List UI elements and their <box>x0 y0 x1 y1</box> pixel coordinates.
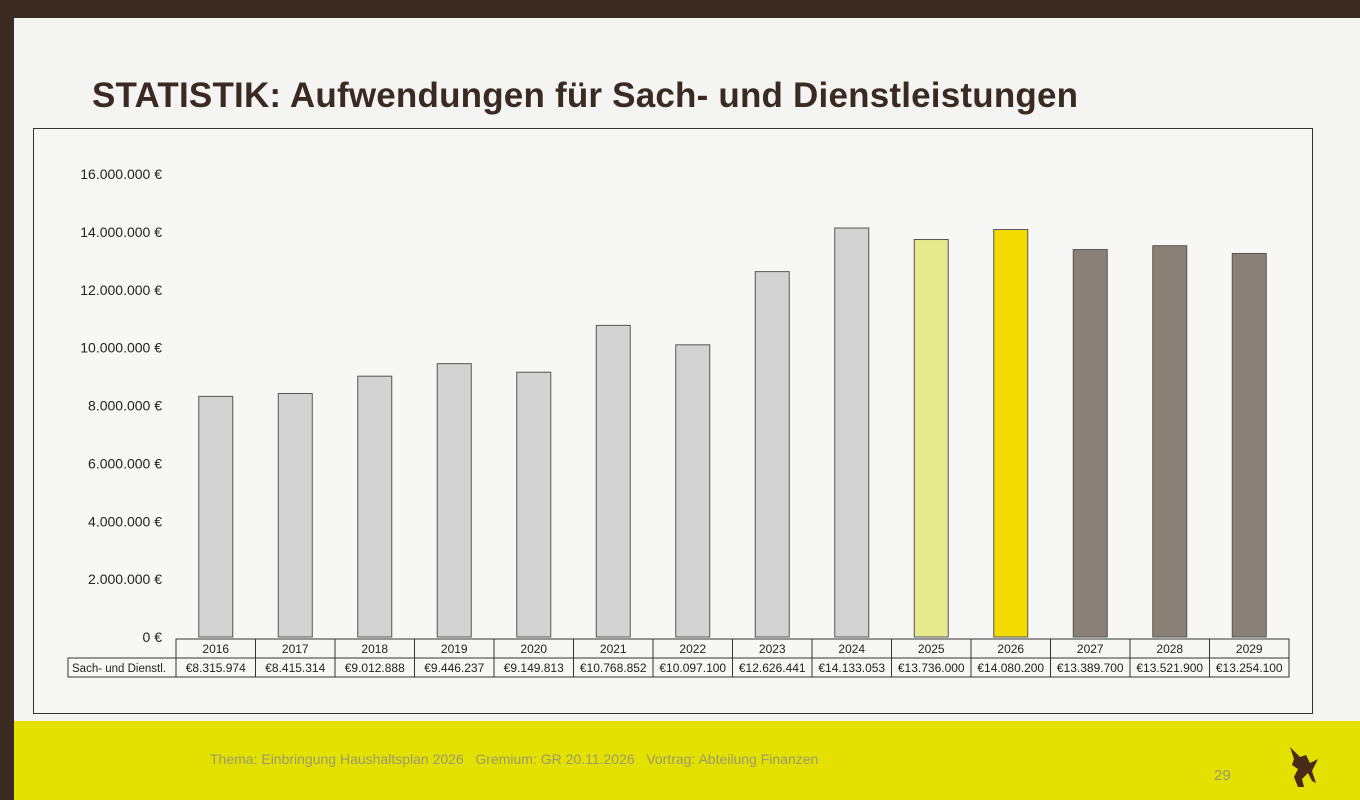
bar-chart: 0 € 2.000.000 € 4.000.000 € 6.000.000 € 8.00… <box>67 166 1290 678</box>
data-value-label: €14.133.053 <box>818 661 885 675</box>
chart-frame: 0 € 2.000.000 € 4.000.000 € 6.000.000 € 8.00… <box>33 128 1313 714</box>
category-label: 2023 <box>759 642 786 656</box>
y-tick-label: 12.000.000 € <box>80 282 162 298</box>
page-number: 29 <box>1214 767 1231 784</box>
data-value-label: €14.080.200 <box>977 661 1044 675</box>
data-value-label: €13.389.700 <box>1057 661 1124 675</box>
y-tick-label: 10.000.000 € <box>80 340 162 356</box>
category-label: 2025 <box>918 642 945 656</box>
data-value-label: €12.626.441 <box>739 661 806 675</box>
data-value-label: €10.097.100 <box>659 661 726 675</box>
footer-text: Thema: Einbringung Haushaltsplan 2026 Gr… <box>210 751 819 767</box>
bar-2023 <box>754 271 790 638</box>
data-value-label: €13.521.900 <box>1136 661 1203 675</box>
bar-2029 <box>1231 252 1267 638</box>
bar-2021 <box>595 324 631 638</box>
category-label: 2016 <box>202 642 229 656</box>
bar-2024 <box>834 227 870 638</box>
category-label: 2028 <box>1156 642 1183 656</box>
category-label: 2021 <box>600 642 627 656</box>
category-label: 2027 <box>1077 642 1104 656</box>
bar-2025 <box>913 239 949 638</box>
footer-bar: Thema: Einbringung Haushaltsplan 2026 Gr… <box>14 721 1360 800</box>
category-label: 2020 <box>520 642 547 656</box>
bar-2026 <box>993 229 1029 638</box>
y-tick-label: 2.000.000 € <box>88 571 162 587</box>
data-value-label: €9.446.237 <box>424 661 484 675</box>
y-tick-label: 8.000.000 € <box>88 398 162 414</box>
bar-2017 <box>277 392 313 638</box>
category-label: 2022 <box>679 642 706 656</box>
category-label: 2026 <box>997 642 1024 656</box>
table-value-cell <box>1209 657 1290 678</box>
y-tick-label: 4.000.000 € <box>88 513 162 529</box>
data-value-label: €9.149.813 <box>504 661 564 675</box>
bar-2027 <box>1072 249 1108 638</box>
griffin-crest-icon <box>1290 747 1318 787</box>
bar-2020 <box>516 371 552 638</box>
data-value-label: €8.315.974 <box>186 661 246 675</box>
bar-2022 <box>675 344 711 638</box>
data-value-label: €13.736.000 <box>898 661 965 675</box>
bar-2019 <box>436 363 472 638</box>
category-label: 2024 <box>838 642 865 656</box>
y-tick-label: 6.000.000 € <box>88 455 162 471</box>
slide: STATISTIK: Aufwendungen für Sach- und Di… <box>14 18 1360 800</box>
series-name-cell <box>67 657 177 678</box>
y-tick-label: 14.000.000 € <box>80 224 162 240</box>
category-label: 2017 <box>282 642 309 656</box>
data-value-label: €10.768.852 <box>580 661 647 675</box>
category-label: 2029 <box>1236 642 1263 656</box>
category-label: 2018 <box>361 642 388 656</box>
y-tick-label: 0 € <box>143 629 163 645</box>
data-value-label: €8.415.314 <box>265 661 325 675</box>
data-value-label: €9.012.888 <box>345 661 405 675</box>
category-label: 2019 <box>441 642 468 656</box>
slide-title: STATISTIK: Aufwendungen für Sach- und Di… <box>92 76 1079 115</box>
bar-2016 <box>198 395 234 638</box>
legend-series-name: Sach- und Dienstl. <box>72 663 166 675</box>
y-tick-label: 16.000.000 € <box>80 166 162 182</box>
bar-2028 <box>1152 245 1188 638</box>
data-value-label: €13.254.100 <box>1216 661 1283 675</box>
bar-2018 <box>357 375 393 638</box>
